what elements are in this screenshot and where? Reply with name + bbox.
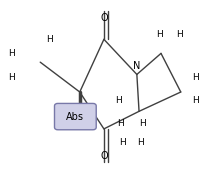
Text: H: H [157,30,163,39]
Text: H: H [192,73,198,82]
Text: H: H [46,35,52,44]
Text: H: H [117,119,124,128]
FancyBboxPatch shape [55,103,96,130]
Text: O: O [100,13,108,23]
Text: H: H [139,119,146,128]
Text: N: N [133,61,141,71]
Text: H: H [8,49,15,58]
Text: H: H [119,138,126,147]
Text: H: H [115,96,122,105]
Text: H: H [74,113,81,122]
Text: H: H [8,73,15,82]
Text: Abs: Abs [66,112,84,122]
Text: H: H [137,138,144,147]
Text: O: O [100,150,108,161]
Text: H: H [176,30,183,39]
Text: H: H [192,96,198,105]
